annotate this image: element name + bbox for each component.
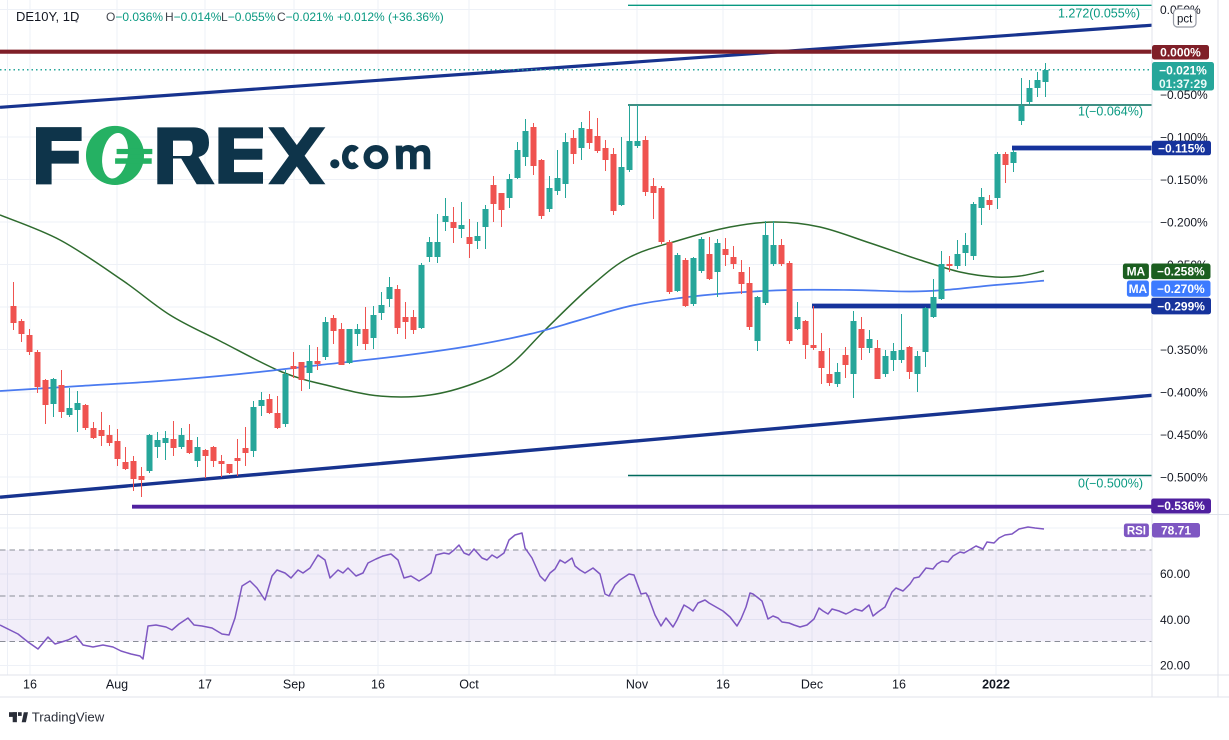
svg-text:−0.450%: −0.450%	[1160, 428, 1208, 442]
svg-text:2022: 2022	[982, 678, 1010, 692]
svg-text:20.00: 20.00	[1160, 659, 1190, 673]
svg-text:−0.200%: −0.200%	[1160, 215, 1208, 229]
svg-text:L−0.055%: L−0.055%	[221, 10, 276, 24]
svg-text:1.272(0.055%): 1.272(0.055%)	[1058, 7, 1140, 21]
svg-text:Sep: Sep	[283, 678, 305, 692]
svg-text:60.00: 60.00	[1160, 567, 1190, 581]
svg-text:17: 17	[198, 678, 212, 692]
svg-text:RSI: RSI	[1127, 526, 1146, 538]
svg-text:−0.150%: −0.150%	[1160, 173, 1208, 187]
svg-text:01:37:29: 01:37:29	[1159, 77, 1207, 91]
svg-text:H−0.014%: H−0.014%	[165, 10, 222, 24]
svg-text:−0.400%: −0.400%	[1160, 385, 1208, 399]
svg-text:MA: MA	[1127, 265, 1146, 279]
svg-text:16: 16	[23, 678, 37, 692]
svg-text:16: 16	[716, 678, 730, 692]
svg-text:O−0.036%: O−0.036%	[106, 10, 163, 24]
svg-text:16: 16	[892, 678, 906, 692]
svg-text:Oct: Oct	[459, 678, 479, 692]
svg-text:−0.115%: −0.115%	[1158, 141, 1205, 155]
svg-text:−0.299%: −0.299%	[1157, 299, 1205, 313]
svg-text:0.000%: 0.000%	[1160, 45, 1201, 59]
svg-text:−0.350%: −0.350%	[1160, 343, 1208, 357]
svg-text:Dec: Dec	[801, 678, 823, 692]
svg-text:40.00: 40.00	[1160, 613, 1190, 627]
svg-text:DE10Y, 1D: DE10Y, 1D	[16, 9, 79, 24]
svg-text:−0.021%: −0.021%	[1159, 64, 1207, 78]
svg-text:−0.536%: −0.536%	[1157, 499, 1205, 513]
svg-text:−0.258%: −0.258%	[1157, 265, 1205, 279]
svg-text:−0.270%: −0.270%	[1157, 282, 1205, 296]
svg-text:−0.050%: −0.050%	[1160, 88, 1208, 102]
svg-text:+0.012% (+36.36%): +0.012% (+36.36%)	[337, 10, 444, 24]
svg-text:1(−0.064%): 1(−0.064%)	[1078, 105, 1143, 119]
svg-text:TradingView: TradingView	[32, 710, 105, 725]
svg-text:pct: pct	[1177, 14, 1193, 26]
svg-text:Aug: Aug	[106, 678, 128, 692]
svg-text:16: 16	[371, 678, 385, 692]
svg-text:78.71: 78.71	[1161, 523, 1191, 537]
svg-text:0(−0.500%): 0(−0.500%)	[1078, 477, 1143, 491]
svg-text:Nov: Nov	[626, 678, 649, 692]
svg-text:C−0.021%: C−0.021%	[277, 10, 334, 24]
svg-text:MA: MA	[1129, 282, 1148, 296]
svg-text:−0.500%: −0.500%	[1160, 470, 1208, 484]
